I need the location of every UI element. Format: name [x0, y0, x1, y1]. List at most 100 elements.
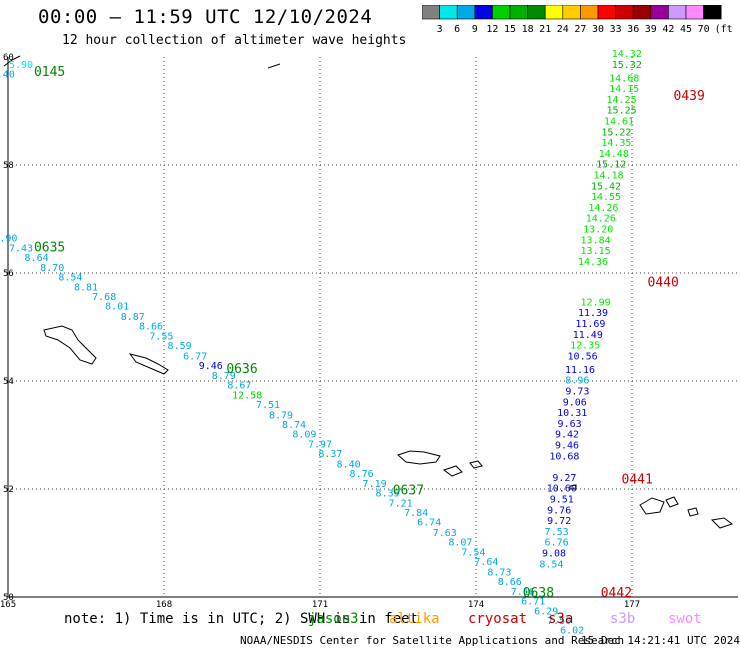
wave-height-value: 6.74 [417, 518, 441, 529]
wave-height-value: 9.76 [547, 505, 571, 516]
wave-height-value: 8.66 [139, 322, 163, 333]
wave-height-value: 9.63 [558, 419, 582, 430]
latitude-labels: 60 58 56 54 52 50 [3, 53, 14, 603]
wave-height-value: 7.97 [308, 439, 332, 450]
wave-height-value: 14.32 [612, 49, 642, 60]
lat-tick-label: 52 [3, 485, 14, 495]
island-outline [710, 517, 734, 529]
wave-height-value: 15.42 [591, 181, 621, 192]
wave-height-value: 8.81 [74, 282, 98, 293]
pass-time-label: 0441 [622, 473, 653, 488]
wave-height-value: 9.08 [542, 549, 566, 560]
wave-height-value: 13.20 [583, 225, 613, 236]
colorbar-tick-label: 15 [504, 24, 516, 35]
longitude-labels: 165 168 171 174 177 [0, 600, 640, 610]
pass-time-label: 0442 [601, 586, 632, 601]
track-pass-0637: 7.638.077.547.648.738.667.166.716.297.50… [433, 528, 584, 637]
track-pass-0145: 5.908.40 [0, 60, 33, 81]
wave-height-value: 6.77 [183, 351, 207, 362]
wave-height-value: 9.06 [563, 397, 587, 408]
wave-height-value: 9.42 [555, 430, 579, 441]
lat-tick-label: 58 [3, 161, 14, 171]
satellite-legend-jason3: jason3 [308, 611, 359, 627]
satellite-legend-s3b: s3b [610, 611, 636, 627]
wave-height-value: 9.27 [552, 473, 576, 484]
wave-height-value: 9.46 [555, 441, 579, 452]
wave-height-value: 9.46 [199, 361, 223, 372]
wave-height-value: 6.02 [560, 626, 584, 637]
wave-height-value: 8.67 [227, 381, 251, 392]
colorbar-tick-label: 3 [437, 24, 443, 35]
wave-height-value: 10.68 [549, 451, 579, 462]
wave-height-value: 6.29 [534, 606, 558, 617]
wave-height-value: 7.16 [511, 587, 535, 598]
wave-height-value: 11.69 [575, 319, 605, 330]
wave-height-value: 10.60 [547, 484, 577, 495]
wave-height-value: 11.39 [578, 308, 608, 319]
colorbar-tick-label: 33 [610, 24, 622, 35]
pass-time-label: 0638 [523, 586, 554, 601]
wave-height-value: 12.35 [570, 341, 600, 352]
lat-tick-label: 56 [3, 269, 14, 279]
wave-height-value: 8.40 [0, 70, 15, 81]
gridlines [8, 57, 738, 597]
lon-tick-label: 177 [624, 600, 640, 610]
wave-height-value: 8.76 [350, 469, 374, 480]
lon-tick-label: 171 [312, 600, 328, 610]
pass-time-label: 0635 [34, 240, 65, 255]
pass-time-label: 0145 [34, 65, 65, 80]
map-frame [7, 57, 738, 598]
footer-credit: NOAA/NESDIS Center for Satellite Applica… [240, 634, 625, 647]
colorbar-tick-label: 42 [662, 24, 674, 35]
satellite-legend-s3a: s3a [548, 611, 574, 627]
wave-height-value: 8.64 [25, 253, 49, 264]
wave-height-value: 11.49 [573, 330, 603, 341]
wave-height-value: 7.84 [404, 508, 428, 519]
wave-height-value: 14.36 [578, 257, 608, 268]
wave-height-value: 14.26 [588, 203, 618, 214]
island-outline [128, 353, 169, 375]
wave-height-value: 14.55 [591, 192, 621, 203]
pass-time-label: 0439 [674, 89, 705, 104]
wave-height-value: 14.26 [586, 214, 616, 225]
wave-height-value: 7.51 [256, 400, 280, 411]
island-outline [3, 55, 21, 67]
wave-height-value: 11.16 [565, 365, 595, 376]
track-pass-0635: 7.907.438.648.708.548.817.688.018.878.66… [0, 234, 441, 529]
note-text: note: 1) Time is in UTC; 2) SWH is in fe… [64, 611, 419, 627]
wave-height-value: 7.53 [545, 527, 569, 538]
island-outline [43, 325, 97, 365]
altimeter-tracks: 5.908.407.907.438.648.708.548.817.688.01… [0, 49, 642, 637]
wave-height-value: 7.63 [433, 528, 457, 539]
wave-height-value: 6.76 [545, 538, 569, 549]
wave-height-value: 8.66 [498, 577, 522, 588]
wave-height-value: 14.15 [609, 84, 639, 95]
colorbar-tick-label: 24 [557, 24, 569, 35]
wave-height-value: 9.73 [565, 387, 589, 398]
colorbar-swatch [703, 5, 722, 20]
wave-height-value: 15.32 [612, 60, 642, 71]
lat-tick-label: 54 [3, 377, 14, 387]
colorbar-tick-label: 70 [698, 24, 710, 35]
wave-height-value: 7.50 [547, 616, 571, 627]
lat-tick-label: 50 [3, 593, 14, 603]
colorbar-tick-label: 27 [574, 24, 586, 35]
lon-tick-label: 174 [468, 600, 484, 610]
wave-height-value: 8.37 [318, 449, 342, 460]
colorbar-tick-label: 6 [454, 24, 460, 35]
wave-height-value: 12.58 [232, 390, 262, 401]
island-outline [267, 63, 281, 69]
wave-height-value: 8.54 [58, 273, 82, 284]
chart-subtitle: 12 hour collection of altimeter wave hei… [62, 33, 407, 48]
wave-height-value: 7.68 [92, 292, 116, 303]
lon-tick-label: 168 [156, 600, 172, 610]
island-outline [639, 497, 665, 515]
colorbar-tick-label: 9 [472, 24, 478, 35]
island-outline [397, 450, 441, 465]
wave-height-value: 7.64 [474, 557, 498, 568]
colorbar-tick-label: 30 [592, 24, 604, 35]
pass-time-label: 0440 [648, 276, 679, 291]
